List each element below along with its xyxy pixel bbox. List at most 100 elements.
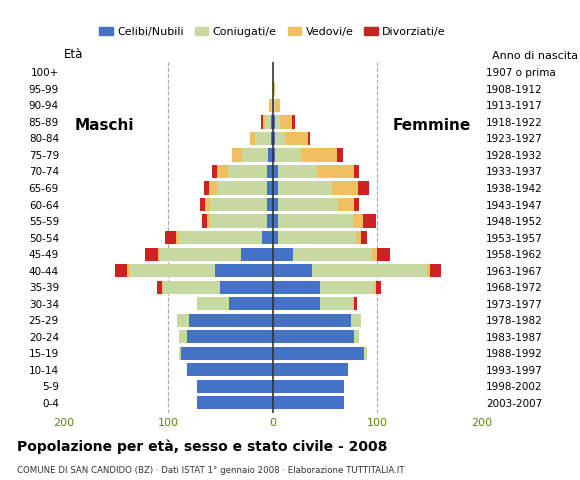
Bar: [205, 198, 210, 211]
Bar: [197, 297, 229, 311]
Bar: [267, 198, 273, 211]
Bar: [308, 132, 310, 145]
Bar: [189, 313, 273, 327]
Bar: [273, 281, 320, 294]
Bar: [163, 281, 220, 294]
Bar: [361, 231, 367, 244]
Bar: [209, 181, 218, 194]
Bar: [269, 148, 273, 162]
Bar: [275, 115, 280, 129]
Text: Maschi: Maschi: [74, 118, 134, 132]
Bar: [273, 198, 278, 211]
Bar: [354, 165, 359, 178]
Bar: [176, 231, 179, 244]
Bar: [273, 181, 278, 194]
Bar: [430, 264, 441, 277]
Bar: [197, 380, 273, 393]
Bar: [364, 347, 367, 360]
Bar: [293, 248, 372, 261]
Bar: [157, 281, 162, 294]
Bar: [278, 165, 317, 178]
Bar: [262, 231, 273, 244]
Bar: [320, 281, 374, 294]
Bar: [270, 132, 273, 145]
Bar: [376, 281, 381, 294]
Bar: [202, 215, 207, 228]
Bar: [273, 248, 293, 261]
Bar: [273, 380, 343, 393]
Bar: [249, 132, 255, 145]
Bar: [255, 132, 270, 145]
Bar: [273, 148, 275, 162]
Bar: [129, 264, 215, 277]
Bar: [273, 82, 275, 96]
Bar: [280, 115, 292, 129]
Bar: [165, 231, 176, 244]
Bar: [285, 132, 308, 145]
Bar: [179, 231, 262, 244]
Bar: [354, 198, 359, 211]
Bar: [176, 313, 189, 327]
Bar: [207, 215, 210, 228]
Bar: [377, 248, 390, 261]
Bar: [232, 148, 242, 162]
Bar: [275, 148, 301, 162]
Bar: [353, 215, 364, 228]
Bar: [338, 148, 343, 162]
Bar: [278, 181, 332, 194]
Bar: [197, 396, 273, 409]
Bar: [275, 132, 285, 145]
Bar: [317, 165, 354, 178]
Bar: [273, 396, 343, 409]
Bar: [242, 148, 269, 162]
Bar: [128, 264, 129, 277]
Bar: [354, 297, 357, 311]
Bar: [356, 231, 361, 244]
Bar: [187, 363, 273, 376]
Text: Età: Età: [64, 48, 83, 61]
Bar: [320, 297, 353, 311]
Bar: [278, 231, 356, 244]
Bar: [158, 248, 160, 261]
Bar: [218, 165, 228, 178]
Bar: [115, 264, 128, 277]
Bar: [273, 330, 354, 343]
Bar: [273, 313, 351, 327]
Bar: [351, 313, 361, 327]
Bar: [358, 181, 369, 194]
Bar: [218, 181, 267, 194]
Bar: [267, 215, 273, 228]
Bar: [241, 248, 273, 261]
Bar: [273, 297, 320, 311]
Bar: [200, 198, 205, 211]
Bar: [210, 198, 267, 211]
Bar: [332, 181, 358, 194]
Bar: [278, 198, 338, 211]
Bar: [292, 115, 295, 129]
Bar: [181, 347, 273, 360]
Bar: [179, 347, 181, 360]
Bar: [215, 264, 273, 277]
Bar: [278, 215, 353, 228]
Bar: [220, 281, 273, 294]
Bar: [270, 115, 273, 129]
Bar: [338, 198, 354, 211]
Bar: [162, 281, 163, 294]
Bar: [273, 363, 348, 376]
Bar: [301, 148, 338, 162]
Bar: [263, 115, 265, 129]
Bar: [212, 165, 218, 178]
Bar: [273, 115, 275, 129]
Bar: [265, 115, 270, 129]
Bar: [273, 215, 278, 228]
Bar: [273, 165, 278, 178]
Bar: [427, 264, 430, 277]
Bar: [273, 99, 275, 112]
Bar: [204, 181, 209, 194]
Bar: [372, 248, 377, 261]
Bar: [267, 165, 273, 178]
Bar: [229, 297, 273, 311]
Bar: [312, 264, 427, 277]
Bar: [273, 132, 275, 145]
Bar: [353, 297, 354, 311]
